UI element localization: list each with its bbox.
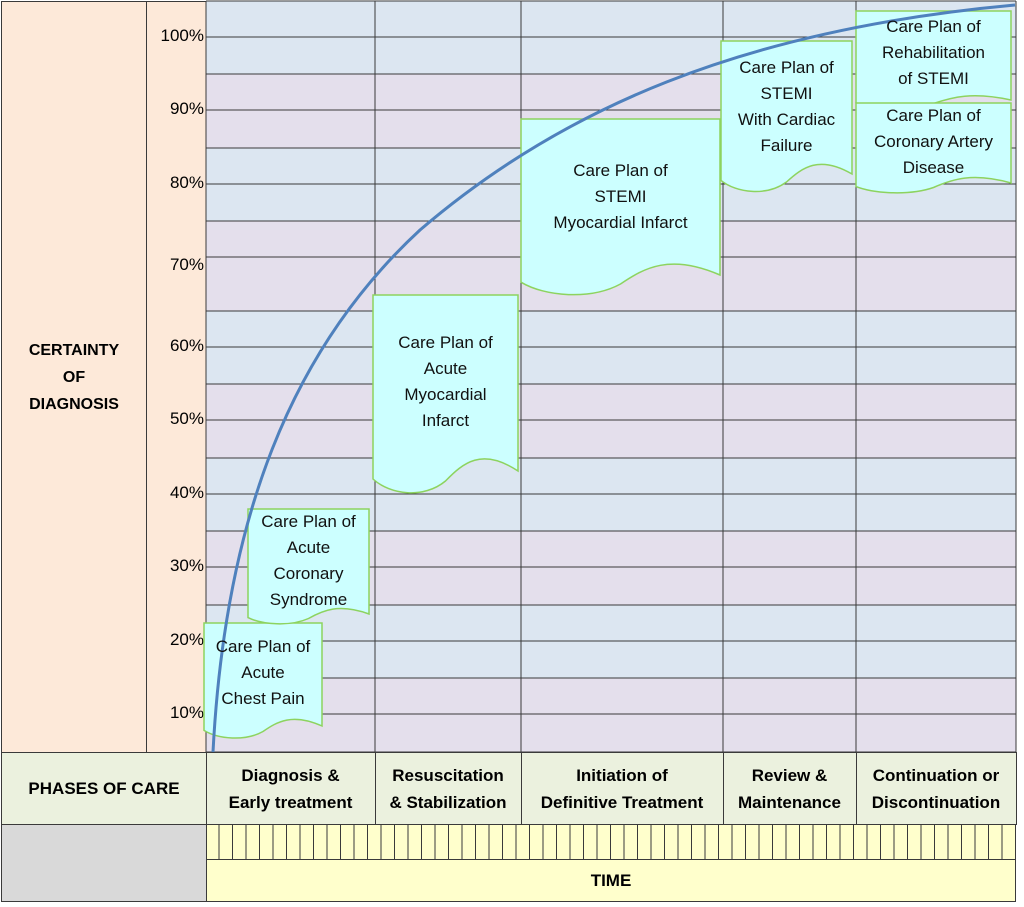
care-plan-text: Care Plan of Acute Chest Pain (215, 637, 311, 708)
care-plan-text: Care Plan of STEMI With Cardiac Failure (737, 58, 836, 155)
phase-label: Review & Maintenance (738, 765, 841, 812)
grid-band (206, 384, 1016, 458)
phase-label: Initiation of Definitive Treatment (540, 765, 704, 812)
phase-cell (723, 752, 857, 825)
time-ruler-ticks (218, 824, 1016, 860)
time-row (206, 859, 1016, 902)
certainty-curve (211, 3, 1016, 753)
care-plan-text: Care Plan of STEMI Myocardial Infarct (553, 161, 688, 232)
phase-label: Continuation or Discontinuation (871, 765, 1001, 812)
care-plan-text: Care Plan of Coronary Artery Disease (873, 106, 994, 177)
y-tick-label: 70% (169, 255, 204, 274)
care-plan-note (372, 294, 519, 494)
y-tick-label: 10% (169, 703, 204, 722)
corner-cell (1, 824, 207, 902)
care-plan-note (720, 40, 853, 193)
y-tick-label: 90% (169, 99, 204, 118)
time-label: TIME (590, 871, 632, 890)
phases-header: PHASES OF CARE (28, 779, 180, 798)
care-plan-note (855, 102, 1012, 194)
care-plan-text: Care Plan of Rehabilitation of STEMI (881, 17, 985, 88)
care-plan-note (520, 118, 721, 296)
y-tick-label: 80% (169, 173, 204, 192)
y-tick-label: 60% (169, 336, 204, 355)
y-tick-label: 30% (169, 556, 204, 575)
phase-cell (856, 752, 1017, 825)
y-tick-label: 100% (160, 26, 204, 45)
y-tick-labels: 100% 90% 80% 70% 60% 50% 40% 30% 20% 10% (146, 1, 204, 753)
y-tick-label: 20% (169, 630, 204, 649)
grid-band (206, 678, 1016, 752)
y-axis-panel (1, 1, 147, 753)
care-plan-text: Care Plan of Acute Coronary Syndrome (261, 512, 356, 609)
care-plan-note (247, 508, 370, 625)
y-tick-label: 40% (169, 483, 204, 502)
phase-label: Resuscitation & Stabilization (389, 765, 507, 812)
care-plan-note (203, 622, 323, 739)
phase-label: Diagnosis & Early treatment (228, 765, 353, 812)
phase-cell (521, 752, 724, 825)
y-axis-title: CERTAINTY OF DIAGNOSIS (28, 342, 120, 413)
care-plan-text: Care Plan of Acute Myocardial Infarct (398, 333, 493, 430)
y-tick-label: 50% (169, 409, 204, 428)
